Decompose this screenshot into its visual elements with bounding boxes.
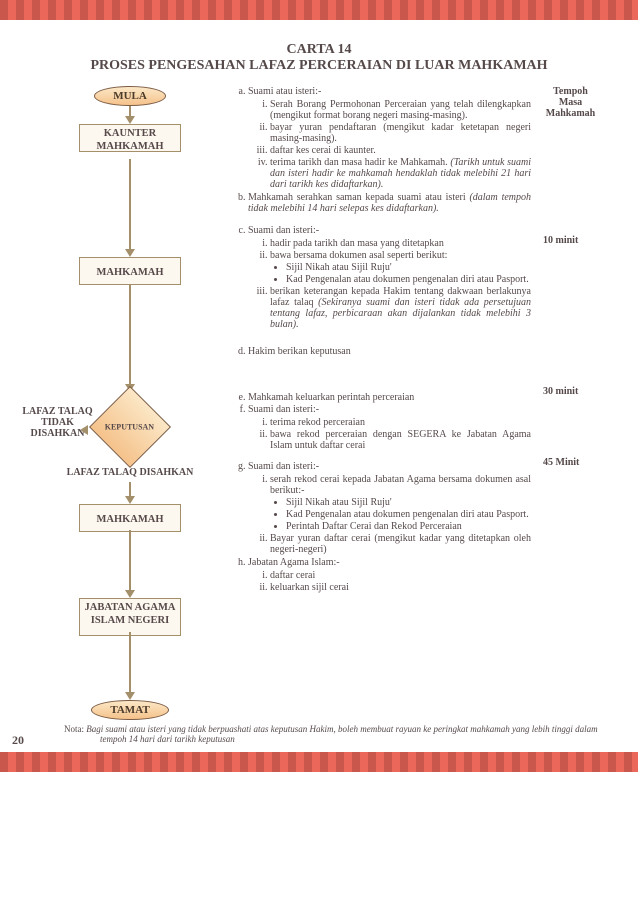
content-row: MULA KAUNTER MAHKAMAH MAHKAMAH LAFAZ TAL… [40, 86, 598, 720]
mahkamah2-label: MAHKAMAH [96, 514, 163, 527]
time-column: Tempoh Masa Mahkamah 10 minit 30 minit 4… [543, 86, 598, 468]
tamat-node: TAMAT [91, 700, 168, 720]
section-g: Suami dan isteri:- serah rekod cerai kep… [232, 461, 531, 593]
bottom-branch-label: LAFAZ TALAQ DISAHKAN [67, 467, 194, 478]
kaunter-label: KAUNTER MAHKAMAH [80, 128, 180, 153]
jabatan-label: JABATAN AGAMA ISLAM NEGERI [80, 602, 180, 627]
section-ef: Mahkamah keluarkan perintah perceraian S… [232, 392, 531, 451]
section-h: Jabatan Agama Islam:- daftar cerai kelua… [248, 557, 531, 593]
flowchart-column: MULA KAUNTER MAHKAMAH MAHKAMAH LAFAZ TAL… [40, 86, 220, 720]
footnote: Nota: Bagi suami atau isteri yang tidak … [40, 724, 598, 744]
time-1: 10 minit [543, 235, 598, 246]
bottom-border [0, 752, 638, 772]
time-2: 30 minit [543, 386, 598, 397]
chart-title: PROSES PENGESAHAN LAFAZ PERCERAIAN DI LU… [40, 58, 598, 74]
mahkamah1-label: MAHKAMAH [96, 267, 163, 280]
page: CARTA 14 PROSES PENGESAHAN LAFAZ PERCERA… [0, 20, 638, 752]
page-number: 20 [12, 733, 24, 748]
text-column: Suami atau isteri:- Serah Borang Permoho… [232, 86, 531, 595]
mula-node: MULA [94, 86, 166, 106]
chart-number: CARTA 14 [40, 42, 598, 58]
time-3: 45 Minit [543, 457, 598, 468]
section-c: Suami dan isteri:- hadir pada tarikh dan… [232, 225, 531, 330]
top-border [0, 0, 638, 20]
left-arrow-icon [80, 425, 88, 435]
section-b: Mahkamah serahkan saman kepada suami ata… [248, 192, 531, 214]
keputusan-node: LAFAZ TALAQ TIDAK DISAHKAN KEPUTUSAN LAF… [40, 392, 220, 462]
section-d: Hakim berikan keputusan [232, 346, 531, 357]
section-a: Suami atau isteri:- Serah Borang Permoho… [232, 86, 531, 214]
